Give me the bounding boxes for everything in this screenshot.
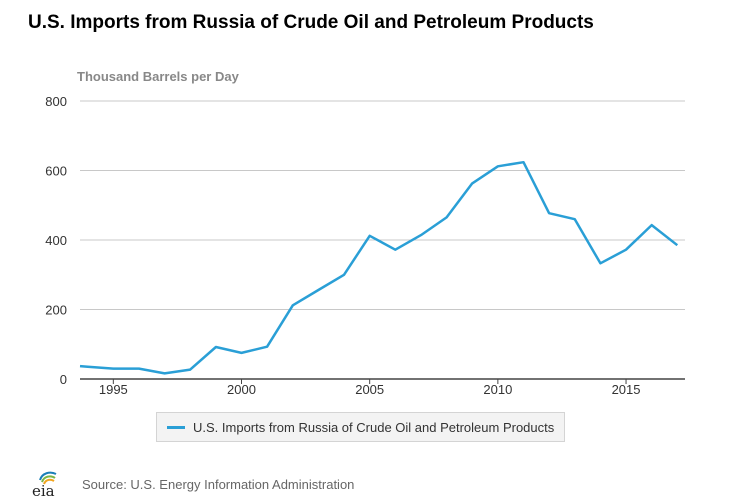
- y-tick-label: 800: [45, 94, 67, 109]
- x-tick-label: 2005: [355, 382, 384, 397]
- chart-title: U.S. Imports from Russia of Crude Oil an…: [28, 12, 594, 33]
- y-tick-labels: 0 200 400 600 800: [45, 94, 67, 387]
- series-lines: [79, 160, 679, 375]
- legend-label: U.S. Imports from Russia of Crude Oil an…: [193, 419, 555, 435]
- x-tick-label: 2010: [483, 382, 512, 397]
- y-tick-label: 600: [45, 164, 67, 179]
- source-text: Source: U.S. Energy Information Administ…: [82, 476, 355, 492]
- chart-plot: Thousand Barrels per Day 0 200 400 600 800 1…: [45, 69, 685, 397]
- y-tick-label: 200: [45, 303, 67, 318]
- eia-logo-text: eia: [32, 482, 55, 498]
- x-tick-label: 2000: [227, 382, 256, 397]
- gridlines: [80, 100, 685, 380]
- legend-swatch-icon: [167, 425, 185, 429]
- x-tick-labels: 1995 2000 2005 2010 2015: [99, 379, 641, 397]
- eia-logo-icon: eia: [32, 471, 57, 498]
- y-axis-label: Thousand Barrels per Day: [77, 69, 240, 84]
- x-tick-label: 1995: [99, 382, 128, 397]
- legend[interactable]: U.S. Imports from Russia of Crude Oil an…: [156, 412, 566, 442]
- y-tick-label: 400: [45, 233, 67, 248]
- y-tick-label: 0: [60, 372, 67, 387]
- x-tick-label: 2015: [612, 382, 641, 397]
- series-line: [79, 160, 679, 375]
- source-footer: eia Source: U.S. Energy Information Admi…: [30, 470, 354, 498]
